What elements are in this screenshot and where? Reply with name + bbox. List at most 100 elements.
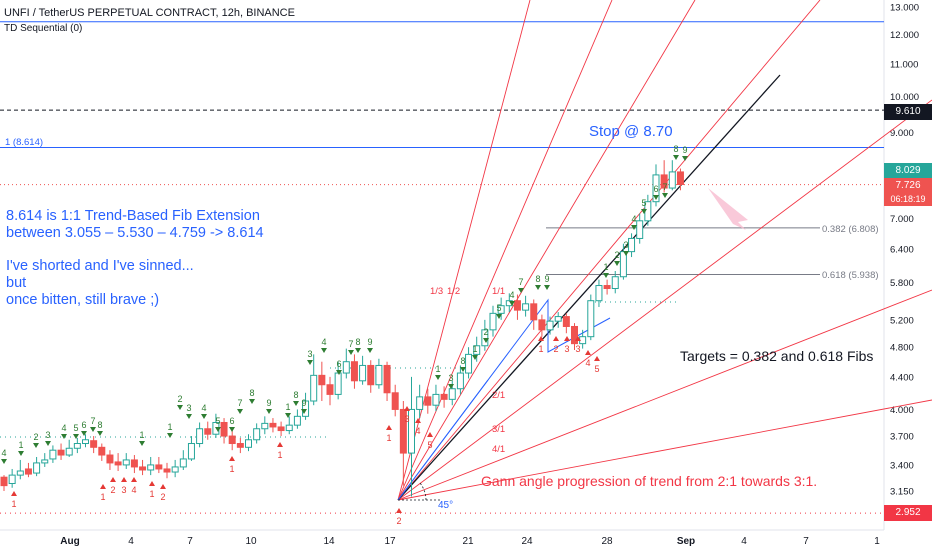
last-high-tag: 8.029 [884, 163, 932, 179]
td-down-arrow [45, 441, 51, 446]
candle [106, 450, 114, 470]
candle [57, 443, 65, 460]
td-buy-count: 5 [594, 364, 599, 374]
td-down-arrow [201, 414, 207, 419]
candle [130, 455, 138, 474]
candle [228, 430, 236, 451]
td-down-arrow [535, 285, 541, 290]
candle [416, 384, 424, 419]
td-up-arrow [564, 336, 570, 341]
y-tick-label: 13.000 [890, 3, 919, 14]
td-down-arrow [307, 360, 313, 365]
candle [0, 475, 8, 491]
td-down-arrow [509, 301, 515, 306]
td-setup-count: 5 [73, 423, 78, 433]
td-setup-count: 3 [186, 403, 191, 413]
projection-arrow [708, 188, 748, 230]
candle [277, 421, 285, 437]
td-setup-count: 4 [1, 448, 6, 458]
td-up-arrow [396, 508, 402, 513]
fib-note-line-2: between 3.055 – 5.530 – 4.759 -> 8.614 [6, 225, 264, 241]
candle [579, 329, 587, 349]
x-tick-label: 7 [803, 536, 809, 547]
td-up-arrow [386, 425, 392, 430]
td-down-arrow [460, 367, 466, 372]
td-down-arrow [90, 427, 96, 432]
td-up-arrow [553, 336, 559, 341]
x-tick-label: 24 [521, 536, 533, 547]
td-setup-count: 7 [518, 277, 523, 287]
candle [562, 313, 570, 334]
td-up-arrow [585, 350, 591, 355]
td-setup-count: 5 [496, 303, 501, 313]
td-down-arrow [662, 193, 668, 198]
candle [391, 384, 399, 417]
td-down-arrow [301, 409, 307, 414]
x-tick-label: Sep [677, 536, 695, 547]
y-tick-label: 5.800 [890, 278, 914, 289]
candle [16, 459, 24, 480]
candle [611, 270, 619, 294]
td-setup-count: 9 [544, 274, 549, 284]
y-tick-label: 12.000 [890, 30, 919, 41]
gann-fan-line [397, 99, 932, 501]
angle-arc [419, 482, 427, 501]
td-setup-count: 2 [33, 432, 38, 442]
td-up-arrow [404, 406, 410, 411]
candle [82, 434, 89, 448]
td-setup-count: 1 [167, 422, 172, 432]
candle [497, 297, 505, 320]
gann-ratio-label: 1/1 [492, 286, 505, 297]
gann-ratio-label: 1/2 [447, 286, 460, 297]
candle [383, 361, 391, 402]
td-setup-count: 1 [139, 430, 144, 440]
candle [65, 439, 73, 457]
td-down-arrow [631, 225, 637, 230]
gann-ratio-label: 3/1 [492, 424, 505, 435]
y-tick-label: 3.400 [890, 460, 914, 471]
candle [350, 354, 358, 389]
candle [530, 299, 538, 330]
fib-note: 8.614 is 1:1 Trend-Based Fib Extension b… [6, 208, 264, 242]
td-setup-count: 8 [355, 337, 360, 347]
td-down-arrow [336, 370, 342, 375]
td-down-arrow [249, 399, 255, 404]
td-down-arrow [641, 209, 647, 214]
candle [432, 384, 440, 412]
gann-fan-line [397, 0, 531, 501]
td-up-arrow [160, 484, 166, 489]
td-setup-count: 4 [201, 403, 206, 413]
td-down-arrow [73, 434, 79, 439]
td-up-arrow [131, 477, 137, 482]
candle [293, 409, 301, 429]
y-tick-label: 3.150 [890, 487, 914, 498]
candle [628, 233, 636, 258]
td-down-arrow [321, 348, 327, 353]
td-down-arrow [472, 355, 478, 360]
td-buy-count: 4 [585, 358, 590, 368]
td-up-arrow [594, 356, 600, 361]
candle [196, 422, 204, 448]
short-note-line-2: but [6, 275, 27, 291]
fib-note-line-1: 8.614 is 1:1 Trend-Based Fib Extension [6, 208, 260, 224]
td-down-arrow [653, 195, 659, 200]
gann-fan-line [397, 399, 932, 501]
td-setup-count: 3 [448, 373, 453, 383]
candle [522, 295, 530, 317]
td-up-arrow [100, 484, 106, 489]
y-tick-label: 4.800 [890, 343, 914, 354]
x-tick-label: 28 [601, 536, 613, 547]
td-setup-count: 9 [682, 145, 687, 155]
td-up-arrow [121, 477, 127, 482]
gann-fan-line [397, 289, 932, 501]
x-tick-label: 4 [128, 536, 134, 547]
td-setup-count: 2 [483, 327, 488, 337]
candle [179, 450, 187, 470]
low-price-tag: 2.952 [884, 505, 932, 521]
candle [587, 294, 595, 341]
x-tick-label: 10 [245, 536, 257, 547]
td-down-arrow [518, 288, 524, 293]
td-setup-count: 6 [81, 420, 86, 430]
td-setup-count: 9 [367, 337, 372, 347]
